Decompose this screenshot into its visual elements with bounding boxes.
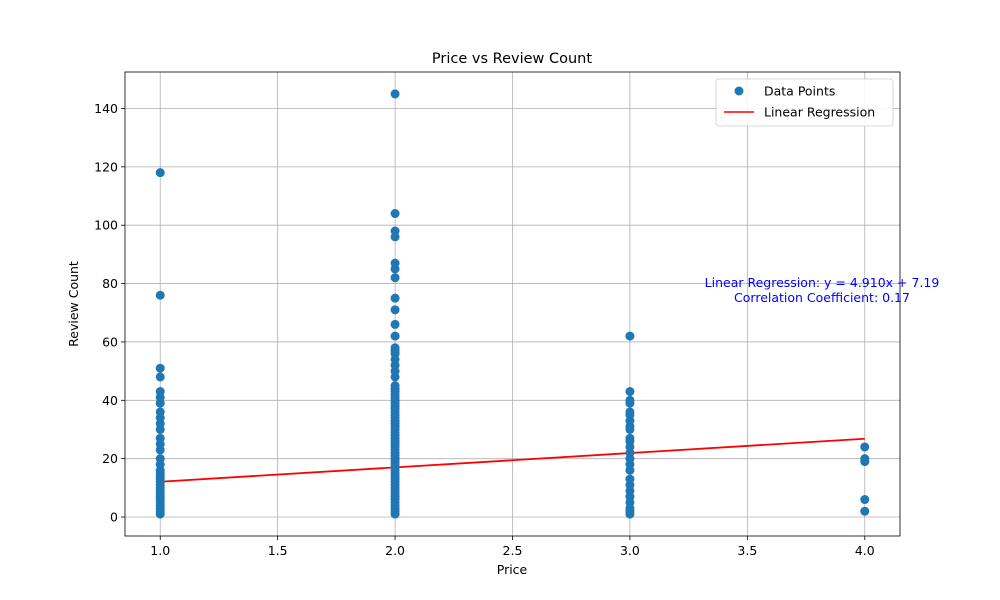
data-point — [625, 433, 635, 443]
data-point — [390, 293, 400, 303]
data-point — [155, 372, 165, 382]
data-point — [390, 381, 400, 391]
data-point — [625, 387, 635, 397]
regression-equation-annotation: Linear Regression: y = 4.910x + 7.19 — [705, 275, 940, 290]
regression-line-layer — [160, 437, 865, 483]
data-point — [155, 433, 165, 443]
data-point — [625, 331, 635, 341]
data-point — [390, 331, 400, 341]
correlation-annotation: Correlation Coefficient: 0.17 — [734, 290, 910, 305]
data-point — [155, 407, 165, 417]
data-point — [390, 89, 400, 99]
regression-line — [160, 437, 865, 483]
data-point — [390, 305, 400, 315]
x-tick-label: 2.0 — [385, 543, 405, 558]
legend: Data Points Linear Regression — [715, 78, 894, 127]
data-point — [155, 454, 165, 464]
data-points-layer — [155, 89, 870, 519]
x-tick-label: 4.0 — [855, 543, 875, 558]
data-point — [625, 407, 635, 417]
x-tick-label: 1.0 — [150, 543, 170, 558]
y-tick-label: 140 — [94, 101, 118, 116]
x-tick-label: 2.5 — [503, 543, 523, 558]
y-tick-label: 120 — [94, 159, 118, 174]
y-tick-label: 20 — [102, 451, 118, 466]
data-point — [625, 474, 635, 484]
data-point — [390, 226, 400, 236]
data-point — [860, 495, 870, 505]
y-tick-label: 80 — [102, 276, 118, 291]
data-point — [155, 290, 165, 300]
data-point — [155, 387, 165, 397]
y-axis-label: Review Count — [66, 261, 81, 347]
legend-marker-data-points — [734, 86, 744, 96]
y-tick-label: 60 — [102, 334, 118, 349]
data-point — [390, 258, 400, 268]
y-tick-label: 40 — [102, 393, 118, 408]
legend-label-data-points: Data Points — [764, 84, 835, 99]
chart-title: Price vs Review Count — [432, 51, 592, 67]
y-tick-label: 0 — [110, 510, 118, 525]
data-point — [390, 209, 400, 219]
x-axis-label: Price — [497, 562, 528, 577]
x-axis-ticks: 1.0 1.5 2.0 2.5 3.0 3.5 4.0 — [150, 536, 875, 558]
data-point — [155, 363, 165, 373]
data-point — [390, 319, 400, 329]
grid-lines — [125, 72, 900, 536]
x-tick-label: 3.0 — [620, 543, 640, 558]
legend-box — [715, 78, 894, 127]
legend-label-regression: Linear Regression — [764, 105, 875, 120]
data-point — [860, 442, 870, 452]
y-tick-label: 100 — [94, 218, 118, 233]
data-point — [390, 343, 400, 353]
x-tick-label: 3.5 — [737, 543, 757, 558]
data-point — [390, 273, 400, 283]
y-axis-ticks: 0 20 40 60 80 100 120 140 — [94, 101, 125, 525]
data-point — [155, 168, 165, 178]
data-point — [860, 454, 870, 464]
data-point — [860, 506, 870, 516]
data-point — [625, 395, 635, 405]
x-tick-label: 1.5 — [268, 543, 288, 558]
